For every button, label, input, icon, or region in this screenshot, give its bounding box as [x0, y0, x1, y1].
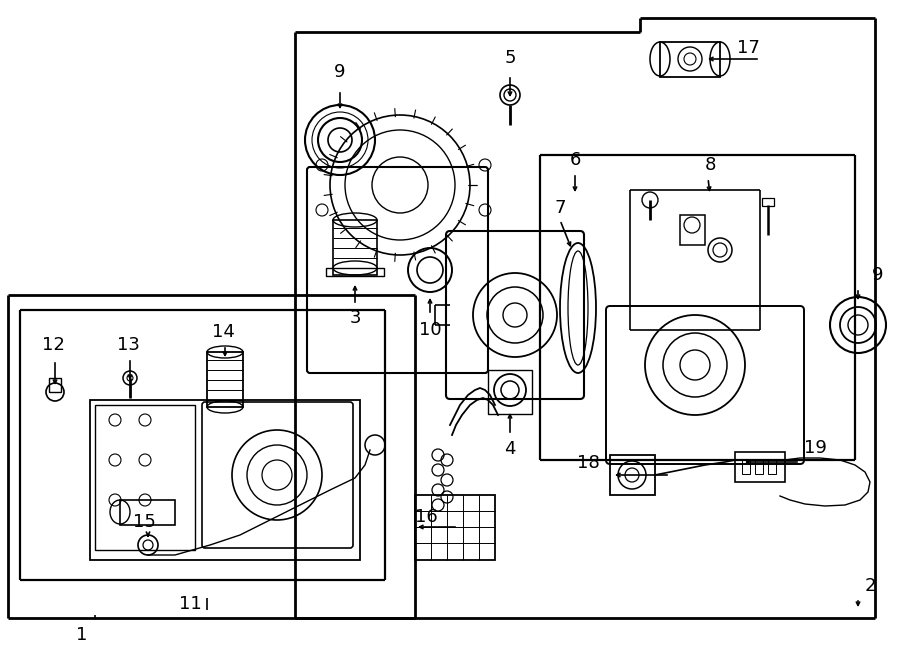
Bar — [49, 378, 61, 392]
Text: 4: 4 — [504, 440, 516, 458]
Bar — [415, 495, 495, 560]
Text: 7: 7 — [554, 199, 566, 217]
Text: 13: 13 — [117, 336, 140, 354]
Bar — [610, 455, 655, 495]
Text: 2: 2 — [865, 577, 877, 595]
Bar — [333, 220, 377, 275]
Text: 18: 18 — [577, 454, 600, 472]
Text: 12: 12 — [42, 336, 65, 354]
Text: 14: 14 — [212, 323, 235, 341]
Text: 16: 16 — [415, 508, 437, 526]
Bar — [742, 460, 750, 474]
Bar — [762, 198, 774, 206]
Bar — [755, 460, 763, 474]
Bar — [207, 352, 243, 407]
Bar — [120, 500, 175, 525]
Text: 15: 15 — [133, 513, 156, 531]
Text: 3: 3 — [349, 309, 361, 327]
Bar — [326, 268, 384, 276]
Bar — [735, 452, 785, 482]
Bar — [660, 42, 720, 77]
Text: 9: 9 — [334, 63, 346, 81]
Text: 10: 10 — [418, 321, 441, 339]
Bar — [488, 370, 532, 414]
Text: 1: 1 — [76, 626, 87, 644]
Text: 5: 5 — [504, 49, 516, 67]
Text: 11: 11 — [178, 595, 202, 613]
Bar — [680, 215, 705, 245]
Text: 6: 6 — [570, 151, 580, 169]
Text: 9: 9 — [872, 266, 884, 284]
Text: 17: 17 — [737, 39, 760, 57]
Bar — [768, 460, 776, 474]
Text: 8: 8 — [705, 156, 716, 174]
Text: 19: 19 — [804, 439, 827, 457]
